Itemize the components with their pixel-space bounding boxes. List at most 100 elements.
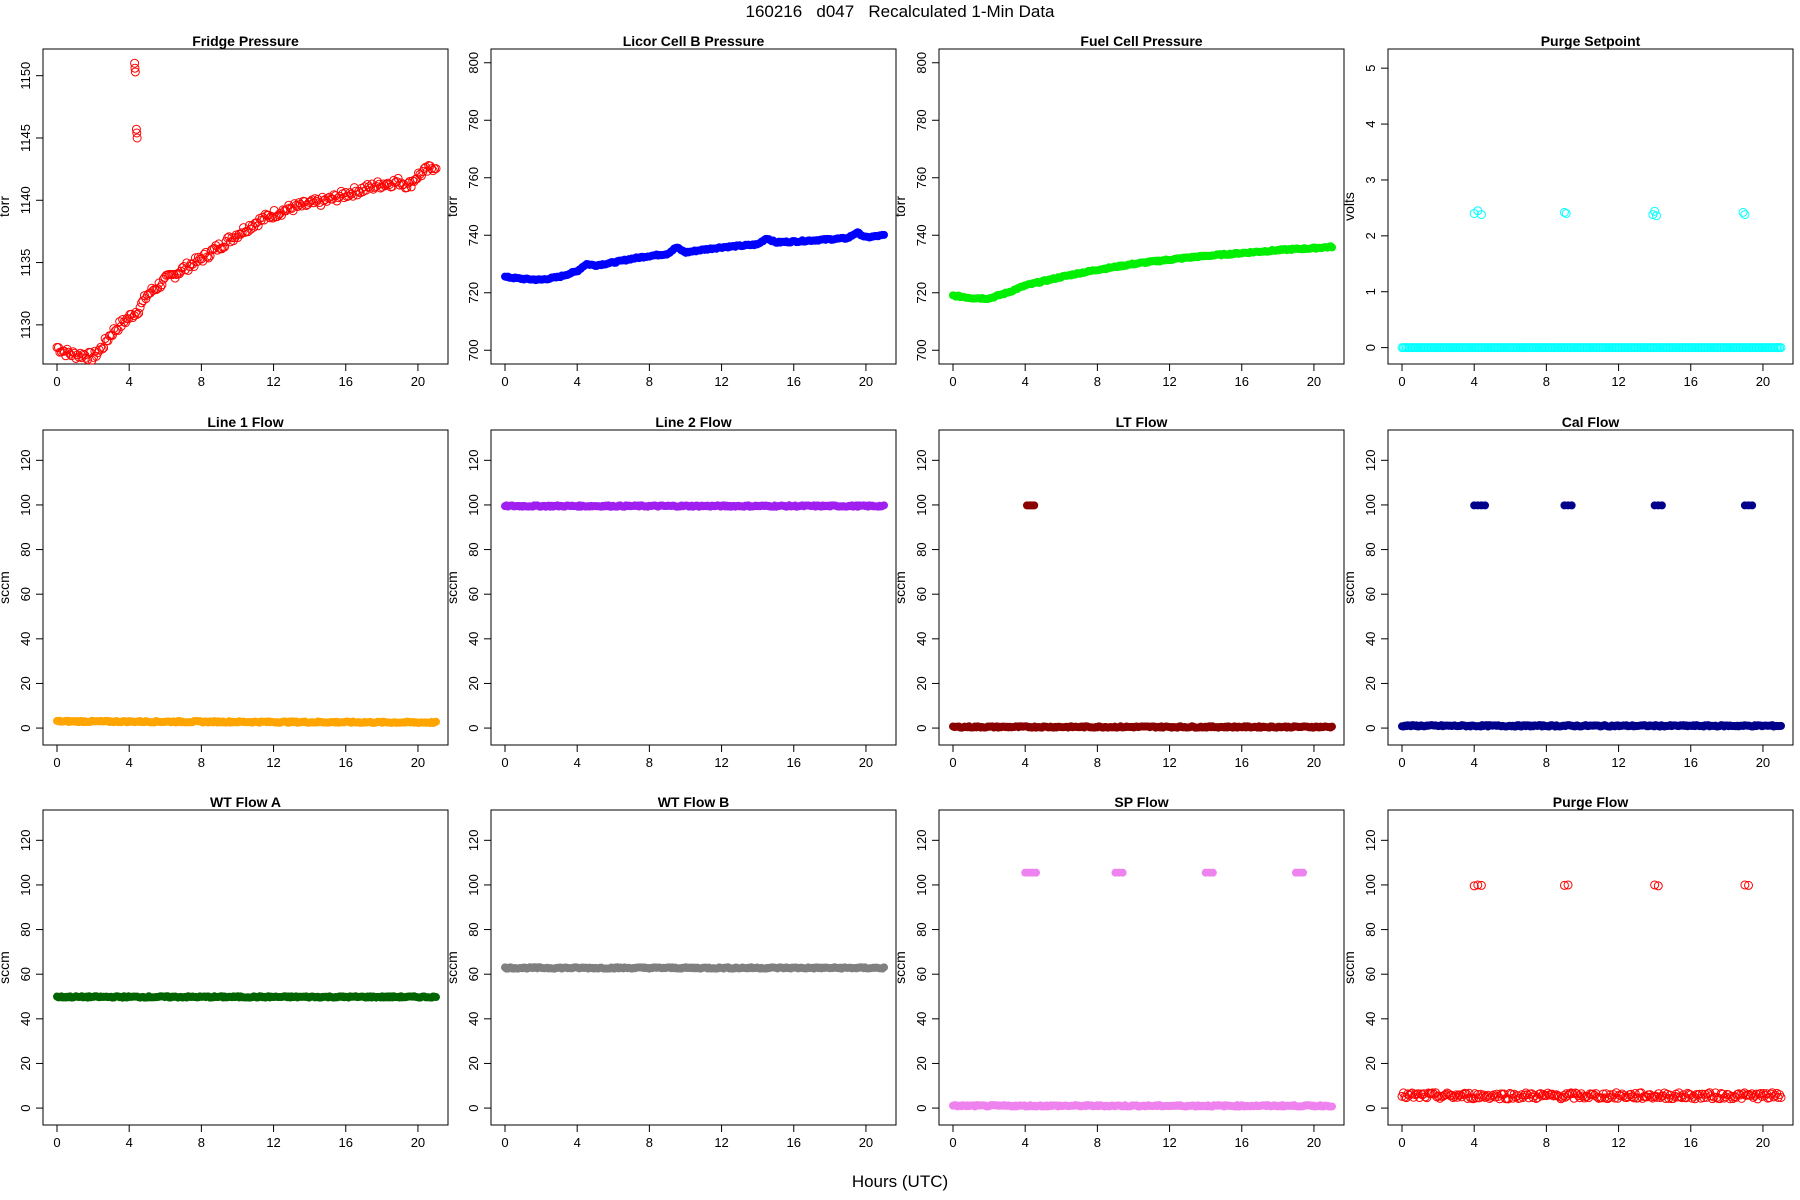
- data-point: [100, 334, 110, 344]
- data-point: [1777, 721, 1786, 730]
- y-tick-label: 100: [1363, 494, 1378, 516]
- y-axis-title: sccm: [892, 951, 908, 984]
- y-tick-label: 60: [466, 587, 481, 601]
- data-point: [295, 199, 305, 209]
- data-point: [1030, 501, 1039, 510]
- y-axis-title: sccm: [1341, 951, 1357, 984]
- panel-title: LT Flow: [1116, 414, 1168, 430]
- x-tick-label: 0: [501, 1135, 508, 1150]
- data-point: [325, 192, 335, 202]
- data-point: [138, 296, 148, 306]
- y-tick-label: 700: [466, 339, 481, 361]
- y-tick-label: 40: [1363, 1012, 1378, 1026]
- y-tick-label: 1145: [18, 124, 33, 152]
- panel-9: WT Flow A sccm 0 4 8 12 16 20 0 20 40 60 80 100 120: [0, 794, 449, 1150]
- y-tick-label: 40: [18, 632, 33, 646]
- x-tick-label: 4: [574, 1135, 581, 1150]
- x-tick-label: 20: [1756, 374, 1770, 389]
- y-tick-label: 20: [914, 1056, 929, 1070]
- data-point: [220, 242, 230, 252]
- y-tick-label: 120: [466, 449, 481, 471]
- data-point: [1118, 868, 1127, 877]
- x-tick-label: 12: [1611, 755, 1625, 770]
- x-tick-label: 4: [1022, 1135, 1029, 1150]
- y-tick-label: 3: [1363, 176, 1378, 183]
- x-tick-label: 4: [126, 374, 133, 389]
- data-point: [253, 221, 263, 231]
- y-tick-label: 0: [914, 1104, 929, 1111]
- y-axis-title: volts: [1341, 192, 1357, 221]
- plot-frame: [938, 809, 1345, 1126]
- panel-1: Fridge Pressure torr 0 4 8 12 16 20 1130 1135 1140…: [0, 33, 449, 389]
- y-tick-label: 720: [914, 282, 929, 304]
- x-tick-label: 12: [266, 755, 280, 770]
- data-point: [880, 501, 889, 510]
- x-tick-label: 0: [53, 755, 60, 770]
- y-tick-label: 20: [466, 676, 481, 690]
- panel-title: Cal Flow: [1562, 414, 1620, 430]
- y-tick-label: 100: [18, 874, 33, 896]
- y-tick-label: 120: [466, 829, 481, 851]
- data-point: [192, 257, 202, 267]
- y-tick-label: 20: [1363, 1056, 1378, 1070]
- y-tick-label: 60: [18, 967, 33, 981]
- data-point: [130, 67, 140, 77]
- x-tick-label: 16: [339, 1135, 353, 1150]
- data-point: [397, 180, 407, 190]
- plot-frame: [938, 429, 1345, 746]
- data-point: [425, 161, 435, 171]
- data-point: [427, 164, 437, 174]
- data-point: [409, 177, 419, 186]
- x-tick-label: 12: [1162, 374, 1176, 389]
- data-point: [373, 177, 383, 187]
- plot-frame: [1387, 809, 1794, 1126]
- x-tick-label: 0: [1398, 1135, 1405, 1150]
- x-tick-label: 20: [1307, 374, 1321, 389]
- data-point: [130, 63, 140, 73]
- panel-6: Line 2 Flow sccm 0 4 8 12 16 20 0 20 40 60 80 100 120: [444, 414, 897, 770]
- y-tick-label: 80: [914, 542, 929, 556]
- data-point: [156, 282, 165, 292]
- y-tick-label: 80: [466, 542, 481, 556]
- y-tick-label: 40: [914, 1012, 929, 1026]
- plot-frame: [42, 429, 449, 746]
- y-tick-label: 780: [914, 109, 929, 131]
- y-tick-label: 20: [914, 676, 929, 690]
- data-point: [157, 280, 167, 290]
- y-tick-label: 120: [1363, 449, 1378, 471]
- panel-title: SP Flow: [1114, 794, 1168, 810]
- panel-7: LT Flow sccm 0 4 8 12 16 20 0 20 40 60 80 100 120: [892, 414, 1345, 770]
- x-tick-label: 8: [1543, 1135, 1550, 1150]
- x-tick-label: 8: [1094, 1135, 1101, 1150]
- y-tick-label: 40: [18, 1012, 33, 1026]
- x-tick-label: 0: [949, 1135, 956, 1150]
- data-point: [354, 186, 364, 196]
- y-tick-label: 60: [466, 967, 481, 981]
- data-point: [406, 182, 416, 192]
- data-point: [1476, 210, 1486, 220]
- y-axis-title: sccm: [892, 571, 908, 604]
- data-point: [431, 164, 441, 174]
- x-tick-label: 12: [266, 1135, 280, 1150]
- y-tick-label: 40: [466, 632, 481, 646]
- data-point: [132, 128, 142, 138]
- y-tick-label: 800: [466, 52, 481, 74]
- data-point: [132, 133, 142, 143]
- data-point: [1738, 207, 1748, 217]
- x-tick-label: 4: [1471, 755, 1478, 770]
- data-point: [1481, 501, 1490, 510]
- x-tick-label: 0: [501, 755, 508, 770]
- y-tick-label: 80: [18, 542, 33, 556]
- x-tick-label: 8: [1094, 374, 1101, 389]
- y-tick-label: 0: [18, 724, 33, 731]
- panel-title: Fuel Cell Pressure: [1080, 33, 1202, 49]
- data-point: [428, 166, 438, 176]
- y-tick-label: 780: [466, 109, 481, 131]
- data-point: [243, 227, 253, 237]
- y-tick-label: 120: [1363, 829, 1378, 851]
- y-tick-label: 100: [1363, 874, 1378, 896]
- y-tick-label: 20: [18, 1056, 33, 1070]
- data-point: [1650, 206, 1660, 216]
- data-point: [431, 993, 440, 1002]
- data-point: [1657, 501, 1666, 510]
